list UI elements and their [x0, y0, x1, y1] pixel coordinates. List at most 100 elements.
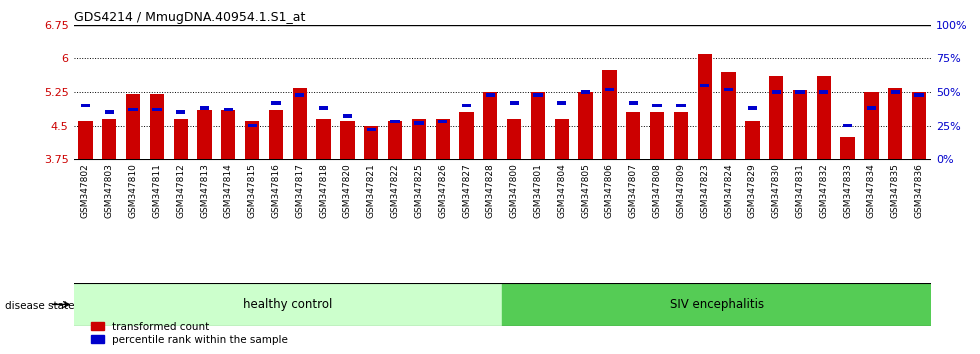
Text: GSM347809: GSM347809: [676, 163, 685, 218]
Bar: [248, 124, 257, 127]
Bar: [197, 110, 212, 159]
Bar: [415, 121, 423, 125]
Bar: [80, 104, 90, 107]
Bar: [581, 90, 590, 94]
Text: GSM347802: GSM347802: [81, 163, 90, 218]
Bar: [724, 87, 733, 91]
Bar: [200, 107, 209, 110]
Text: GSM347818: GSM347818: [319, 163, 328, 218]
Bar: [793, 90, 808, 159]
Bar: [628, 101, 638, 104]
Bar: [221, 110, 235, 159]
Text: GSM347829: GSM347829: [748, 163, 757, 218]
Bar: [819, 90, 828, 94]
Text: GSM347807: GSM347807: [629, 163, 638, 218]
Bar: [578, 92, 593, 159]
Bar: [700, 84, 710, 87]
Text: GSM347820: GSM347820: [343, 163, 352, 218]
Text: GSM347830: GSM347830: [771, 163, 781, 218]
Text: GSM347811: GSM347811: [152, 163, 162, 218]
Text: GSM347805: GSM347805: [581, 163, 590, 218]
Text: GSM347810: GSM347810: [128, 163, 137, 218]
Text: GSM347806: GSM347806: [605, 163, 613, 218]
Text: GSM347812: GSM347812: [176, 163, 185, 218]
Bar: [483, 92, 498, 159]
Bar: [558, 101, 566, 104]
Bar: [603, 70, 616, 159]
Bar: [460, 112, 473, 159]
Text: GSM347834: GSM347834: [867, 163, 876, 218]
Bar: [150, 94, 164, 159]
Bar: [866, 107, 876, 110]
Bar: [605, 87, 614, 91]
Text: GSM347808: GSM347808: [653, 163, 662, 218]
Bar: [293, 87, 307, 159]
Text: GDS4214 / MmugDNA.40954.1.S1_at: GDS4214 / MmugDNA.40954.1.S1_at: [74, 11, 305, 24]
Text: GSM347826: GSM347826: [438, 163, 447, 218]
Bar: [105, 110, 114, 114]
Bar: [650, 112, 664, 159]
Bar: [173, 119, 188, 159]
Bar: [771, 90, 781, 94]
Bar: [510, 101, 518, 104]
Bar: [673, 112, 688, 159]
Bar: [365, 126, 378, 159]
Bar: [502, 283, 931, 326]
Bar: [891, 90, 900, 94]
Bar: [462, 104, 471, 107]
Bar: [653, 104, 662, 107]
Text: GSM347828: GSM347828: [486, 163, 495, 218]
Bar: [507, 119, 521, 159]
Bar: [128, 108, 138, 111]
Bar: [841, 137, 855, 159]
Bar: [555, 119, 569, 159]
Text: GSM347822: GSM347822: [391, 163, 400, 218]
Bar: [914, 93, 924, 97]
Bar: [317, 119, 331, 159]
Bar: [745, 121, 760, 159]
Bar: [367, 128, 376, 131]
Bar: [721, 72, 736, 159]
Bar: [125, 94, 140, 159]
Text: GSM347813: GSM347813: [200, 163, 209, 218]
Bar: [412, 119, 426, 159]
Bar: [533, 93, 543, 97]
Text: GSM347816: GSM347816: [271, 163, 280, 218]
Bar: [176, 110, 185, 114]
Bar: [626, 112, 640, 159]
Bar: [769, 76, 783, 159]
Bar: [864, 92, 879, 159]
Bar: [435, 119, 450, 159]
Bar: [269, 110, 283, 159]
Text: GSM347821: GSM347821: [367, 163, 375, 218]
Text: GSM347827: GSM347827: [462, 163, 471, 218]
Text: GSM347803: GSM347803: [105, 163, 114, 218]
Bar: [245, 121, 260, 159]
Bar: [223, 108, 233, 111]
Text: GSM347800: GSM347800: [510, 163, 518, 218]
Text: GSM347824: GSM347824: [724, 163, 733, 218]
Bar: [796, 90, 805, 94]
Text: disease state: disease state: [5, 301, 74, 311]
Bar: [531, 92, 545, 159]
Bar: [698, 54, 711, 159]
Bar: [102, 119, 117, 159]
Text: GSM347831: GSM347831: [796, 163, 805, 218]
Bar: [676, 104, 686, 107]
Legend: transformed count, percentile rank within the sample: transformed count, percentile rank withi…: [87, 317, 292, 349]
Bar: [816, 76, 831, 159]
Bar: [340, 121, 355, 159]
Bar: [152, 108, 162, 111]
Text: GSM347835: GSM347835: [891, 163, 900, 218]
Text: GSM347817: GSM347817: [295, 163, 304, 218]
Text: GSM347804: GSM347804: [558, 163, 566, 218]
Bar: [438, 120, 447, 124]
Bar: [388, 121, 402, 159]
Bar: [74, 283, 502, 326]
Text: GSM347833: GSM347833: [843, 163, 853, 218]
Text: GSM347814: GSM347814: [223, 163, 233, 218]
Text: GSM347823: GSM347823: [701, 163, 710, 218]
Bar: [888, 87, 903, 159]
Bar: [271, 101, 280, 104]
Bar: [912, 92, 926, 159]
